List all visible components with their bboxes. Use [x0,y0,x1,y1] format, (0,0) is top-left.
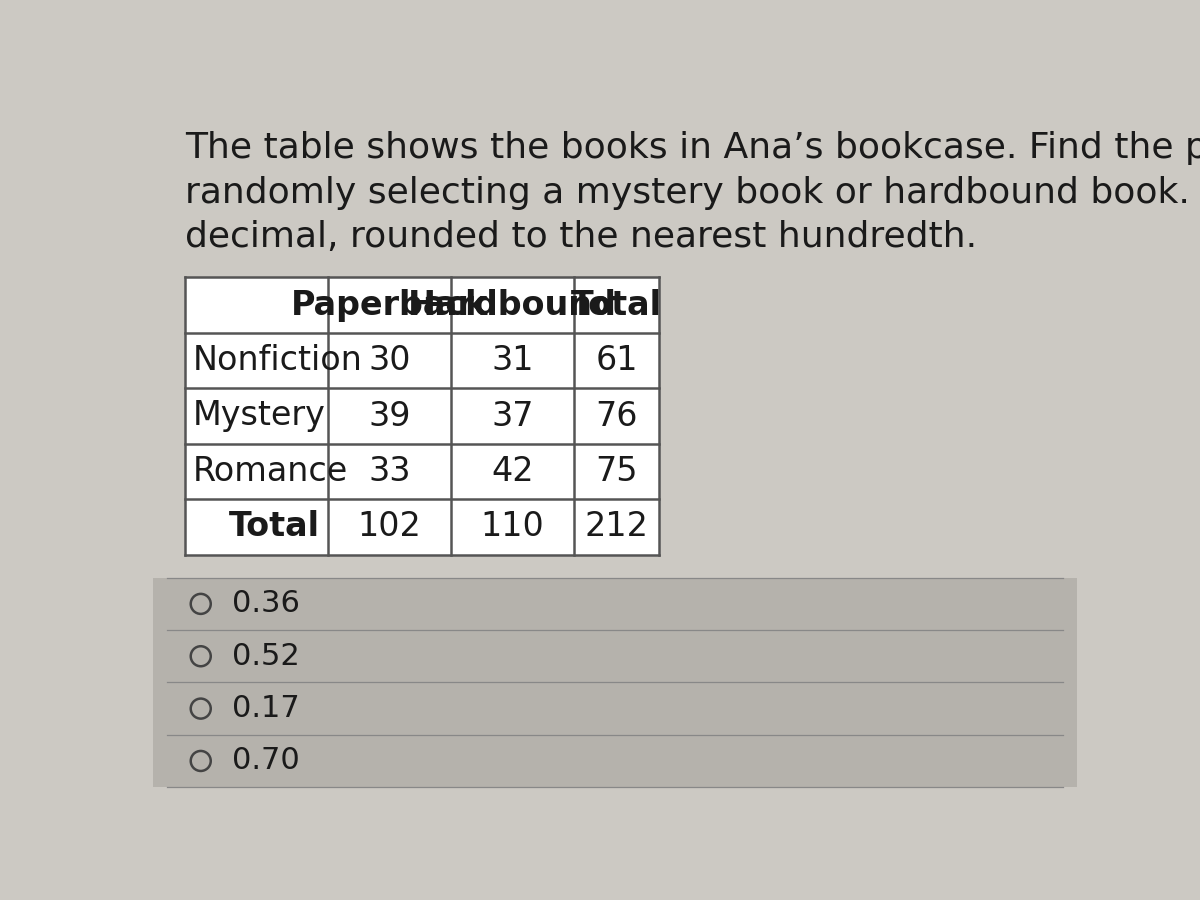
Text: 0.52: 0.52 [232,642,299,670]
Text: Total: Total [229,510,320,544]
Text: 61: 61 [595,344,637,377]
Text: 102: 102 [358,510,421,544]
Text: The table shows the books in Ana’s bookcase. Find the probability of: The table shows the books in Ana’s bookc… [185,131,1200,165]
Text: 0.17: 0.17 [232,694,299,723]
Text: randomly selecting a mystery book or hardbound book. Express answer as a: randomly selecting a mystery book or har… [185,176,1200,210]
Text: 39: 39 [368,400,410,433]
Text: Mystery: Mystery [193,400,326,433]
Text: 30: 30 [368,344,410,377]
Bar [154,578,1078,788]
Text: 75: 75 [595,454,637,488]
Text: 76: 76 [595,400,637,433]
Text: 110: 110 [481,510,545,544]
Text: 31: 31 [491,344,534,377]
Text: Total: Total [571,289,662,321]
Text: Hardbound: Hardbound [408,289,617,321]
Bar [185,277,659,554]
Text: Romance: Romance [193,454,348,488]
Text: Paperback: Paperback [290,289,488,321]
Text: Nonfiction: Nonfiction [193,344,362,377]
Text: 33: 33 [368,454,410,488]
Text: 212: 212 [584,510,648,544]
Text: 0.70: 0.70 [232,746,299,776]
Text: 0.36: 0.36 [232,590,300,618]
Text: 42: 42 [491,454,534,488]
Text: 37: 37 [491,400,534,433]
Text: decimal, rounded to the nearest hundredth.: decimal, rounded to the nearest hundredt… [185,220,978,255]
